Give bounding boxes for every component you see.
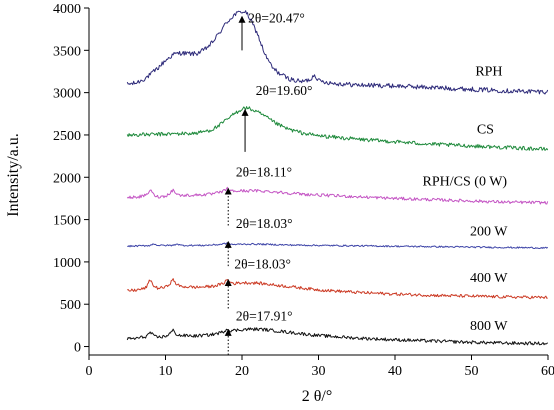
axes: 0 500 1000 1500 2000 2500 3000 3500 4000 0 10 20 30 4… [53, 2, 554, 379]
annotations: 2θ=20.47° 2θ=19.60° 2θ=18.11° 2θ=18.03° 2θ=1… [224, 10, 313, 355]
plot-area [126, 10, 549, 346]
series-line-rph [126, 10, 549, 95]
series-labels: RPH CS RPH/CS (0 W) 200 W 400 W 800 W [423, 65, 509, 334]
y-axis-title: Intensity/a.u. [5, 133, 22, 217]
peak-annotation: 2θ=18.03° [234, 257, 291, 272]
y-tick-label: 4000 [53, 2, 81, 17]
x-tick-label: 10 [159, 364, 173, 379]
series-label: 400 W [470, 271, 508, 286]
series-label: CS [477, 122, 494, 137]
series-label: 800 W [470, 319, 508, 334]
series-line-800-w [126, 327, 549, 346]
y-tick-label: 3500 [53, 44, 81, 59]
y-tick-label: 500 [60, 298, 81, 313]
peak-annotation: 2θ=18.03° [236, 216, 293, 231]
x-axis-title: 2 θ/° [302, 388, 333, 405]
peak-annotation: 2θ=20.47° [248, 10, 305, 25]
peak-annotation: 2θ=18.11° [236, 164, 292, 179]
x-tick-label: 40 [388, 364, 402, 379]
series-line-200-w [127, 242, 549, 250]
peak-annotation: 2θ=19.60° [256, 83, 313, 98]
y-tick-label: 1500 [53, 214, 81, 229]
x-tick-label: 0 [86, 364, 93, 379]
y-tick-label: 0 [74, 341, 81, 356]
series-label: RPH/CS (0 W) [423, 175, 508, 190]
y-tick-label: 1000 [53, 256, 81, 271]
series-line-rph-cs-0-w- [126, 186, 549, 205]
x-tick-label: 30 [312, 364, 326, 379]
y-tick-label: 3000 [53, 87, 81, 102]
series-line-cs [126, 106, 549, 151]
x-tick-label: 60 [541, 364, 554, 379]
peak-annotation: 2θ=17.91° [236, 308, 293, 323]
y-tick-label: 2000 [53, 171, 81, 186]
x-tick-label: 50 [465, 364, 479, 379]
series-label: 200 W [470, 225, 508, 240]
y-tick-label: 2500 [53, 129, 81, 144]
series-line-400-w [127, 278, 548, 300]
series-label: RPH [475, 65, 502, 80]
x-tick-label: 20 [235, 364, 249, 379]
